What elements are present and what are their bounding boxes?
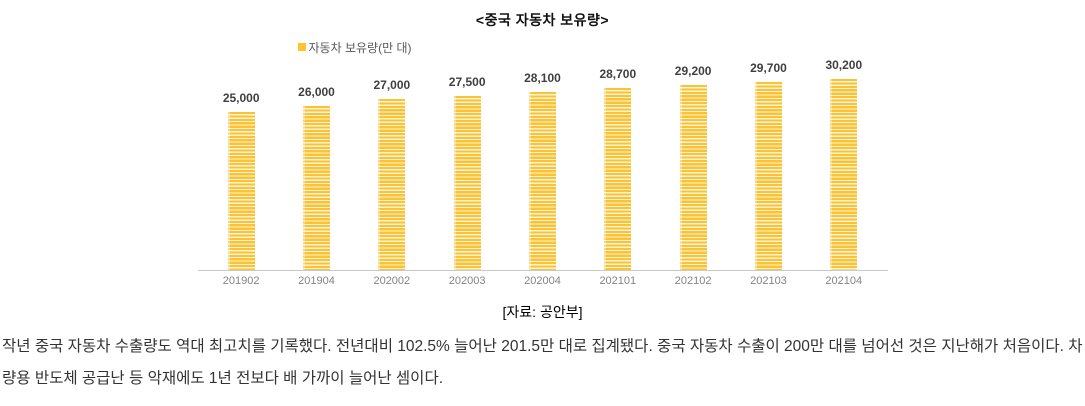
bar-column: 27,000 [354, 78, 429, 270]
bar-column: 25,000 [204, 91, 279, 270]
source-caption: [자료: 공안부] [502, 304, 583, 320]
bar [378, 99, 406, 270]
bar-column: 28,100 [505, 71, 580, 270]
bar-column: 27,500 [429, 75, 504, 270]
bar-value-label: 29,200 [674, 64, 712, 78]
bar-value-label: 29,700 [750, 61, 787, 75]
bar [679, 85, 707, 270]
bar [754, 82, 782, 270]
bar [830, 79, 858, 270]
x-axis-tick-label: 202101 [599, 275, 637, 287]
bar [227, 112, 255, 270]
chart-title: <중국 자동차 보유량> [475, 12, 610, 28]
x-axis-tick-label: 202102 [674, 275, 712, 287]
x-axis-tick-label: 202104 [825, 275, 863, 287]
bar [604, 88, 632, 270]
x-axis-tick-label: 201902 [222, 275, 260, 287]
bar-plot-area: 25,000 26,000 27,000 27,500 28,100 28,700 29,2… [197, 58, 888, 271]
chart-legend: 자동차 보유량(만 대) [297, 40, 888, 55]
x-axis-tick-label: 202103 [750, 275, 787, 287]
bar-column: 26,000 [279, 85, 354, 270]
bar-value-label: 25,000 [222, 91, 260, 105]
bar-column: 30,200 [806, 58, 881, 270]
bar-column: 28,700 [580, 67, 655, 270]
bar-value-label: 28,700 [599, 67, 637, 81]
article-paragraph: 작년 중국 자동차 수출량도 역대 최고치를 기록했다. 전년대비 102.5%… [2, 338, 1083, 387]
bar [453, 96, 481, 270]
bar-column: 29,700 [731, 61, 806, 270]
bar [302, 106, 330, 270]
bar-column: 29,200 [655, 64, 730, 270]
x-axis-tick-label: 202003 [448, 275, 486, 287]
bar-value-label: 28,100 [524, 71, 561, 85]
bar-value-label: 27,000 [373, 78, 411, 92]
bar [528, 92, 556, 270]
x-axis-tick-label: 202004 [524, 275, 561, 287]
car-ownership-chart: <중국 자동차 보유량> 자동차 보유량(만 대) 25,000 26,000 27… [197, 0, 888, 322]
bar-value-label: 30,200 [825, 58, 863, 72]
bar-value-label: 27,500 [448, 75, 486, 89]
legend-swatch-icon [297, 43, 306, 51]
legend-label: 자동차 보유량(만 대) [308, 40, 412, 55]
x-axis-tick-label: 202002 [373, 275, 411, 287]
x-axis-labels: 201902 201904 202002 202003 202004 202101 2021… [198, 275, 888, 287]
x-axis-tick-label: 201904 [298, 275, 335, 287]
bar-value-label: 26,000 [298, 85, 335, 99]
